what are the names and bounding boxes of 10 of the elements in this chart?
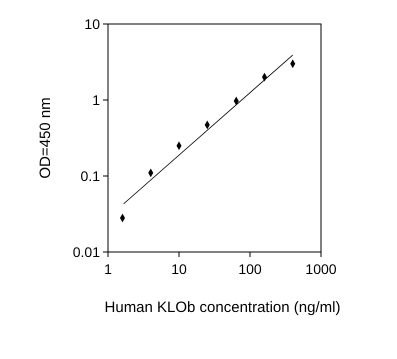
x-tick-label: 1000: [305, 261, 337, 277]
x-tick-label: 10: [171, 261, 187, 277]
y-tick-label: 1: [92, 92, 100, 108]
y-axis-title: OD=450 nm: [37, 97, 54, 179]
x-axis-title: Human KLOb concentration (ng/ml): [104, 299, 340, 316]
x-tick-label: 100: [238, 261, 262, 277]
x-tick-label: 1: [104, 261, 112, 277]
y-tick-label: 0.01: [72, 244, 100, 260]
y-tick-label: 10: [84, 16, 100, 32]
y-tick-label: 0.1: [80, 168, 100, 184]
